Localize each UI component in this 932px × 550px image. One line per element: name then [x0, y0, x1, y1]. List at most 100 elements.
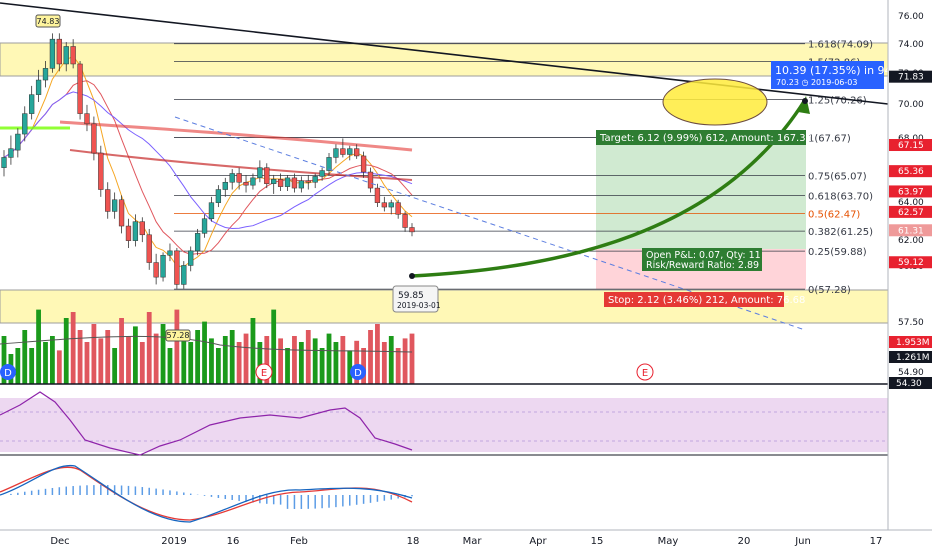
- volume-bar: [298, 342, 304, 384]
- volume-bar: [202, 321, 207, 384]
- candle-body: [250, 177, 256, 186]
- volume-bar: [381, 342, 387, 384]
- candle-body: [395, 202, 401, 215]
- candle-body: [63, 46, 69, 65]
- candle-body: [1, 157, 7, 168]
- resistance-zone: [0, 42, 889, 77]
- volume-bar: [395, 348, 401, 384]
- price-tag-text: 71.83: [898, 73, 924, 83]
- volume-bar: [63, 318, 69, 384]
- candle-body: [402, 214, 408, 228]
- x-tick-label: 2019: [161, 536, 186, 547]
- candle-body: [160, 254, 166, 278]
- y-tick-label: 68.00: [898, 134, 924, 144]
- candle-body: [298, 180, 305, 189]
- macd-signal-line: [0, 466, 413, 521]
- volume-bar: [43, 342, 48, 384]
- volume-bar: [153, 333, 159, 384]
- candle-body: [208, 202, 215, 219]
- price-tag: [889, 70, 932, 83]
- candle-body: [312, 176, 318, 183]
- x-tick-label: May: [658, 536, 679, 547]
- price-tag-text: 59.12: [898, 258, 924, 268]
- volume-bar: [229, 330, 235, 384]
- candle-body: [271, 179, 277, 184]
- candle-body: [22, 113, 28, 135]
- candle-body: [215, 189, 222, 203]
- dividend-marker[interactable]: D: [0, 364, 16, 380]
- candle-body: [42, 68, 49, 81]
- volume-tag-text: 1.953M: [896, 338, 930, 348]
- price-tag: [889, 224, 932, 237]
- volume-bar: [361, 348, 366, 384]
- svg-text:57.28: 57.28: [167, 331, 190, 340]
- volume-tag: [889, 336, 932, 348]
- volume-bar: [409, 333, 415, 384]
- time-axis[interactable]: [0, 530, 932, 550]
- svg-text:10.39 (17.35%) in 94d: 10.39 (17.35%) in 94d: [775, 64, 899, 77]
- volume-bar: [354, 340, 360, 384]
- volume-bar: [326, 333, 332, 384]
- svg-text:D: D: [4, 368, 12, 379]
- svg-text:70.23 ◷ 2019-06-03: 70.23 ◷ 2019-06-03: [776, 78, 857, 87]
- price-tag: [889, 185, 932, 198]
- target-zone: [596, 143, 806, 249]
- fib-level-label: 1(67.67): [808, 133, 851, 144]
- candle-body: [167, 250, 173, 256]
- fib-level-label: 1.25(70.26): [808, 96, 867, 107]
- projection-end-point: [802, 98, 808, 104]
- volume-tag-text: 1.261M: [896, 353, 930, 363]
- rsi-line: [0, 391, 413, 456]
- candle-body: [409, 227, 415, 233]
- moving-averages: [0, 55, 413, 268]
- candle-body: [139, 221, 145, 236]
- price-tag-text: 67.15: [898, 141, 924, 151]
- candle-body: [49, 38, 56, 69]
- volume-tag: [889, 377, 932, 389]
- candle-body: [326, 157, 332, 171]
- earnings-marker[interactable]: E: [255, 363, 273, 381]
- volume-bar: [77, 330, 83, 384]
- volume-bar: [132, 326, 138, 384]
- volume-bar: [167, 348, 173, 384]
- svg-text:Risk/Reward Ratio: 2.89: Risk/Reward Ratio: 2.89: [646, 260, 759, 271]
- volume-bar: [264, 336, 270, 384]
- volume-bar: [15, 348, 21, 384]
- volume-bar: [105, 330, 111, 384]
- price-tag: [889, 165, 932, 178]
- x-tick-label: Apr: [529, 536, 547, 547]
- price-tag-text: 65.36: [898, 167, 924, 177]
- x-tick-label: Mar: [463, 536, 483, 547]
- volume-bar: [56, 350, 62, 384]
- svg-text:74.83: 74.83: [37, 17, 60, 26]
- price-tag-text: 62.57: [898, 208, 924, 218]
- macd-indicator: 2.0000.000-2.000-0.082-0.643: [0, 464, 932, 526]
- ma-slow-line: [3, 91, 413, 230]
- volume-bar: [250, 318, 256, 384]
- ma-fast-line: [3, 55, 413, 268]
- pnl-label: Open P&L: 0.07, Qty: 11 Risk/Reward Rati…: [642, 248, 762, 271]
- dividend-marker[interactable]: D: [350, 364, 366, 380]
- candle-body: [284, 177, 291, 187]
- volume-bar: [22, 330, 28, 384]
- candle-body: [222, 181, 228, 190]
- candle-body: [146, 234, 152, 263]
- candle-body: [388, 202, 394, 208]
- candle-body: [70, 46, 76, 65]
- price-tag: [889, 205, 932, 218]
- price-tag-text: 61.31: [898, 226, 924, 236]
- earnings-marker[interactable]: E: [636, 363, 654, 381]
- volume-bar: [388, 336, 394, 384]
- point-tooltip: 59.85 2019-03-01: [392, 285, 441, 313]
- volume-bar: [285, 348, 290, 384]
- volume-bar: [195, 330, 201, 384]
- volume-bar: [257, 342, 263, 384]
- candle-body: [243, 181, 249, 186]
- y-tick-label: 54.90: [898, 368, 924, 378]
- projection-arrow: [411, 99, 807, 278]
- candle-body: [132, 221, 139, 241]
- candle-body: [91, 123, 97, 154]
- volume-bar: [243, 333, 249, 384]
- x-tick-label: 18: [407, 536, 420, 547]
